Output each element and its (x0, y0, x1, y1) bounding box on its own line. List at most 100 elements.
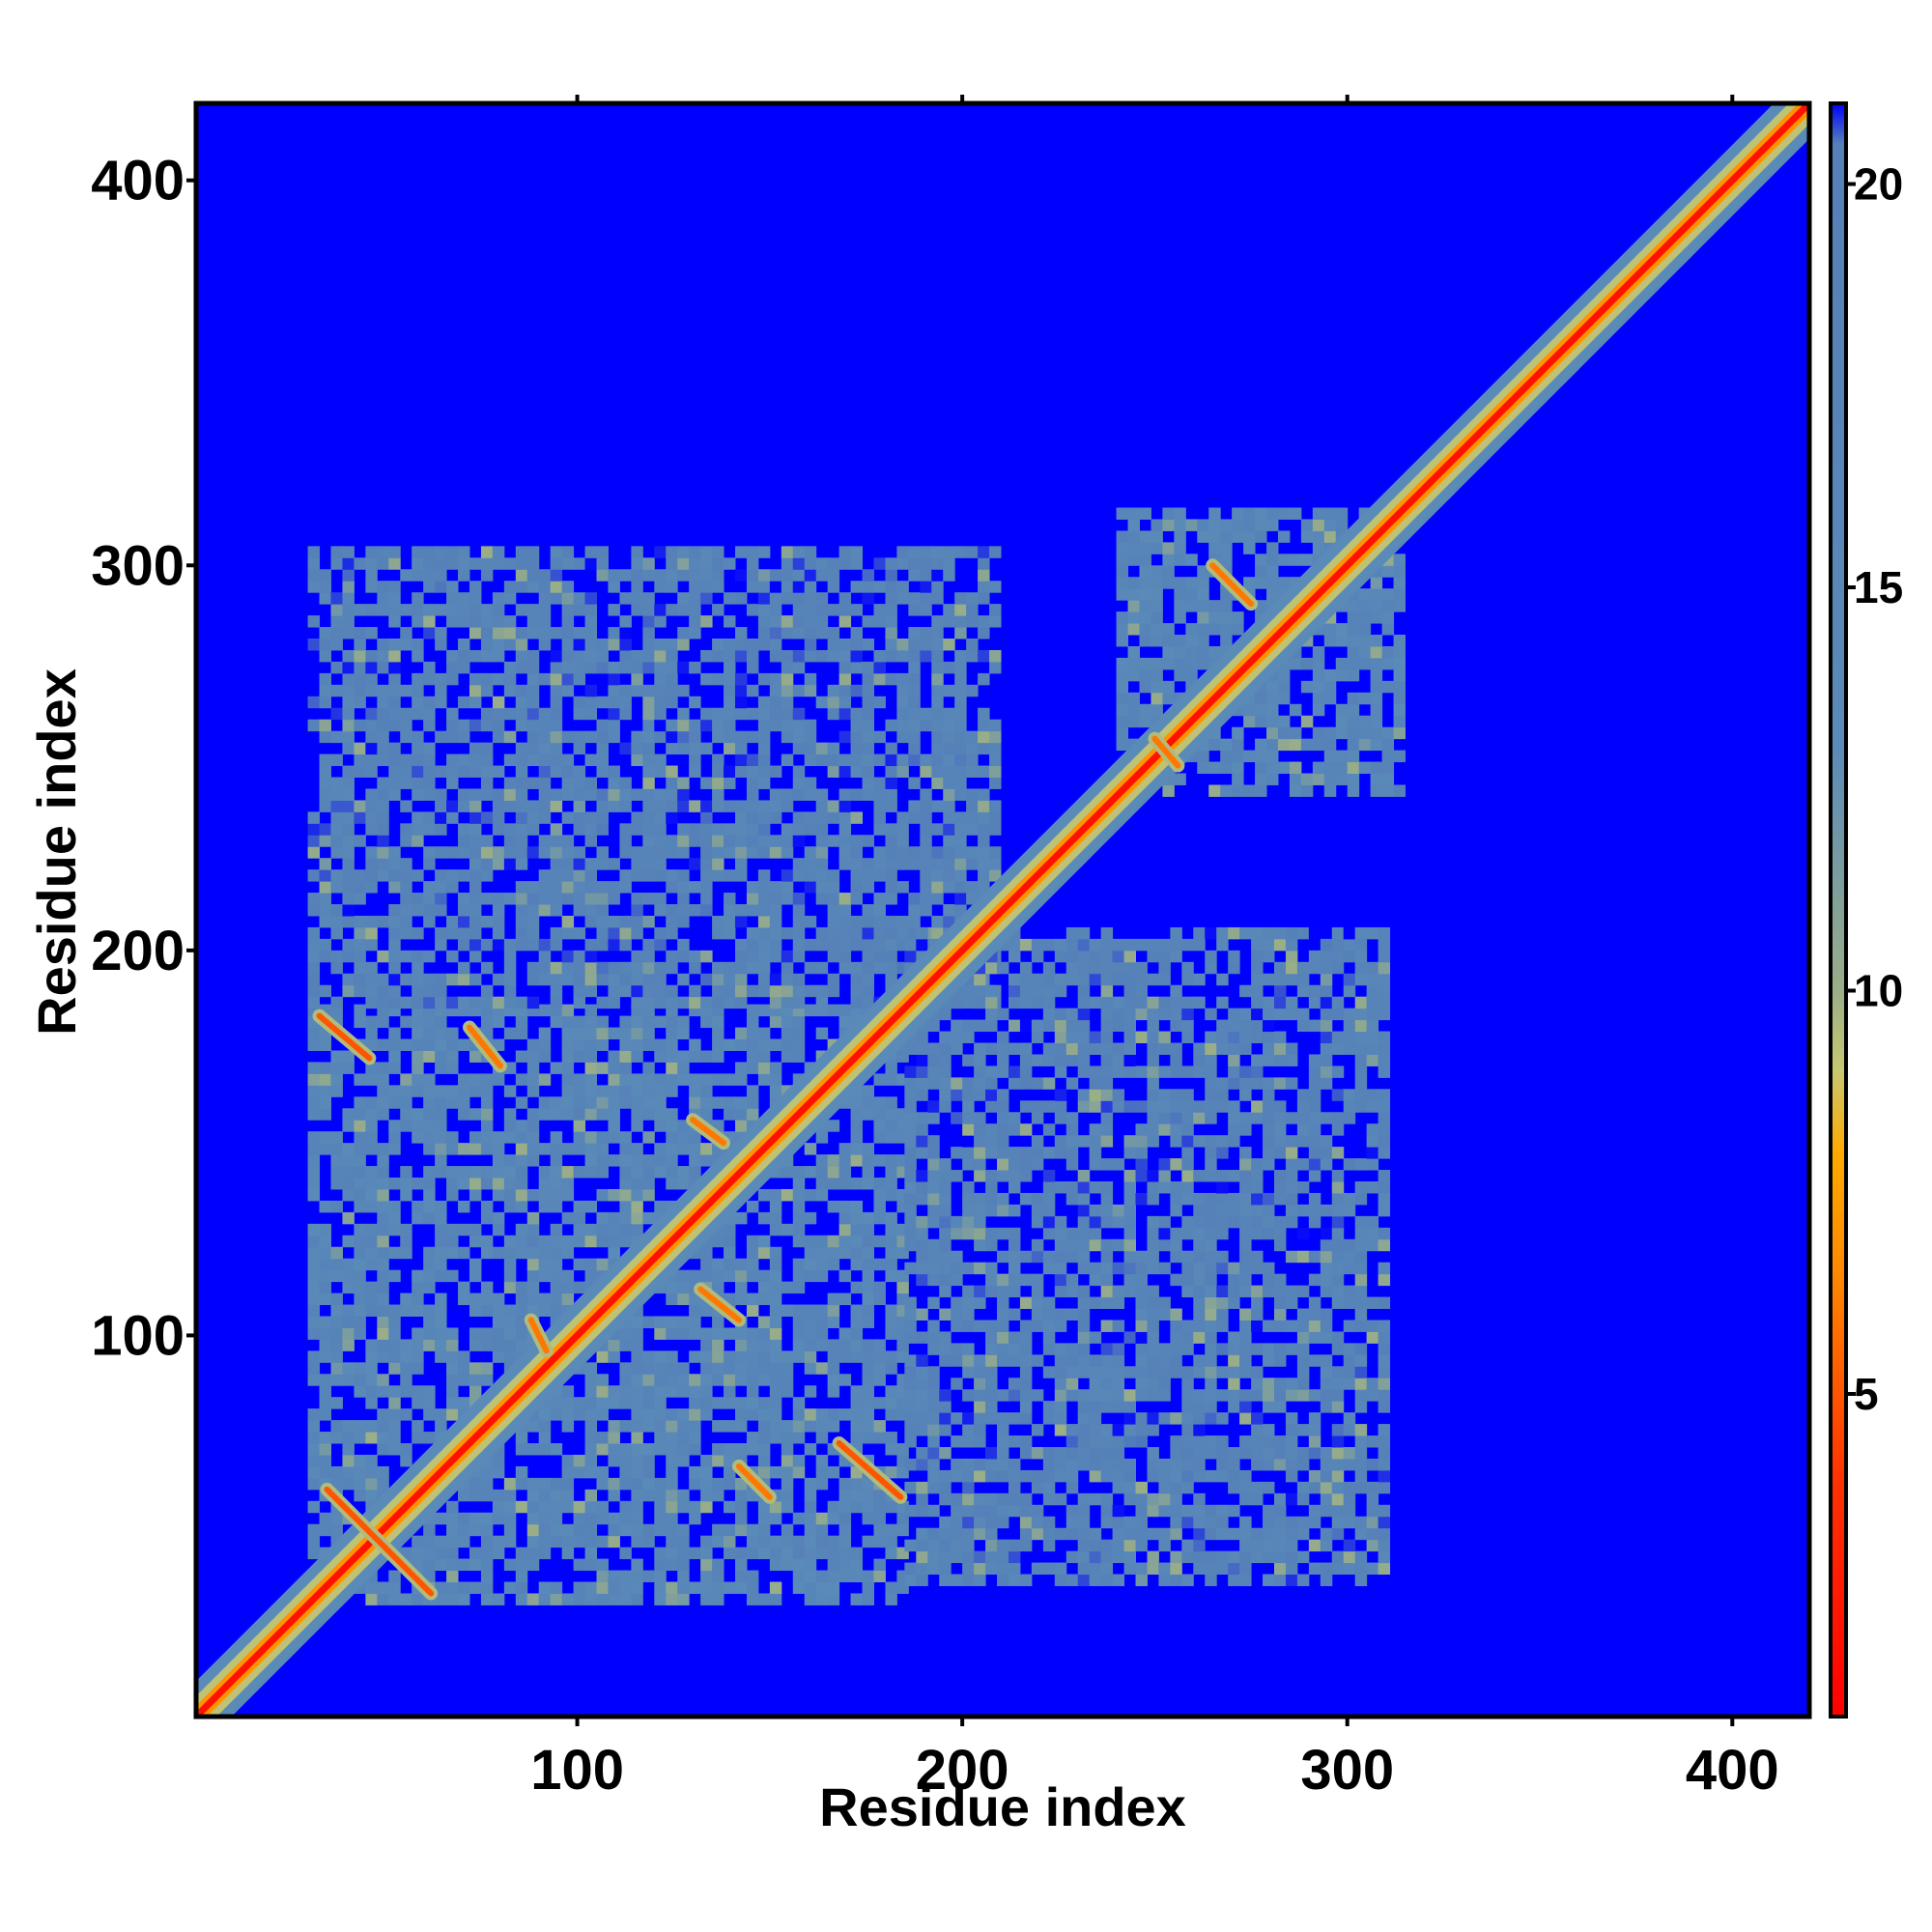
heatmap-cell (951, 996, 963, 1009)
heatmap-cell (885, 1178, 897, 1190)
heatmap-cell (538, 1523, 552, 1537)
heatmap-cell (954, 604, 967, 616)
heatmap-cell (354, 649, 366, 663)
heatmap-cell (862, 1304, 874, 1317)
heatmap-cell (596, 546, 609, 558)
heatmap-cell (400, 996, 412, 1009)
heatmap-cell (561, 1269, 575, 1283)
heatmap-cell (503, 1131, 517, 1144)
heatmap-cell (435, 1143, 447, 1155)
heatmap-cell (997, 1550, 1009, 1564)
heatmap-cell (550, 1443, 563, 1456)
heatmap-cell (838, 1547, 852, 1560)
heatmap-cell (377, 1339, 389, 1351)
heatmap-cell (480, 639, 494, 651)
heatmap-cell (1116, 635, 1129, 647)
heatmap-cell (1054, 1308, 1067, 1321)
heatmap-cell (815, 1477, 829, 1491)
heatmap-cell (538, 1246, 552, 1260)
heatmap-cell (746, 1246, 759, 1260)
heatmap-cell (354, 604, 366, 616)
heatmap-cell (873, 1500, 886, 1514)
heatmap-cell (1135, 1389, 1148, 1402)
heatmap-cell (412, 1593, 424, 1605)
heatmap-cell (1112, 1320, 1125, 1332)
heatmap-cell (631, 973, 643, 986)
heatmap-cell (573, 1108, 586, 1121)
heatmap-cell (1054, 1527, 1067, 1541)
heatmap-cell (412, 604, 424, 616)
heatmap-cell (584, 835, 598, 847)
heatmap-cell (377, 1211, 389, 1225)
heatmap-cell (538, 950, 552, 963)
heatmap-cell (927, 1077, 940, 1090)
heatmap-cell (538, 1432, 552, 1444)
heatmap-cell (689, 1420, 701, 1433)
heatmap-cell (1008, 1262, 1021, 1275)
heatmap-cell (354, 672, 366, 686)
heatmap-cell (939, 1273, 952, 1287)
heatmap-cell (354, 557, 366, 570)
heatmap-cell (1197, 588, 1209, 601)
heatmap-cell (377, 846, 389, 859)
heatmap-cell (1031, 1285, 1044, 1298)
heatmap-cell (423, 1547, 436, 1560)
heatmap-cell (885, 719, 897, 732)
heatmap-cell (896, 672, 909, 686)
heatmap-cell (412, 904, 424, 917)
heatmap-cell (978, 858, 990, 870)
heatmap-cell (908, 753, 921, 767)
heatmap-cell (896, 915, 909, 928)
heatmap-cell (781, 546, 794, 558)
heatmap-cell (997, 1192, 1009, 1206)
heatmap-cell (666, 604, 678, 616)
heatmap-cell (1054, 1389, 1067, 1402)
heatmap-cell (1054, 1343, 1067, 1355)
heatmap-cell (503, 639, 517, 651)
heatmap-cell (827, 569, 840, 582)
heatmap-cell (538, 730, 552, 744)
heatmap-cell (573, 1143, 586, 1155)
heatmap-cell (1197, 761, 1209, 775)
heatmap-cell (916, 1366, 928, 1378)
heatmap-cell (943, 604, 955, 616)
heatmap-cell (400, 753, 412, 767)
heatmap-cell (700, 1269, 713, 1283)
heatmap-cell (480, 719, 494, 732)
heatmap-cell (781, 1374, 794, 1386)
heatmap-cell (804, 1500, 817, 1514)
heatmap-cell (596, 742, 609, 755)
heatmap-cell (677, 1281, 690, 1294)
heatmap-cell (435, 1269, 447, 1283)
heatmap-cell (458, 973, 470, 986)
heatmap-cell (666, 984, 678, 998)
heatmap-cell (792, 592, 806, 605)
heatmap-cell (319, 684, 331, 697)
heatmap-cell (1054, 1031, 1067, 1044)
heatmap-cell (734, 938, 748, 952)
heatmap-cell (700, 996, 713, 1009)
heatmap-cell (423, 1200, 436, 1213)
heatmap-cell (939, 1192, 952, 1206)
heatmap-cell (654, 788, 667, 801)
heatmap-cell (365, 1432, 378, 1444)
heatmap-cell (388, 707, 401, 721)
heatmap-cell (1100, 996, 1114, 1009)
heatmap-cell (1112, 1158, 1125, 1171)
heatmap-cell (584, 1004, 598, 1017)
heatmap-cell (492, 1465, 505, 1479)
heatmap-cell (654, 1593, 667, 1605)
heatmap-cell (412, 1073, 424, 1086)
heatmap-cell (342, 984, 355, 998)
heatmap-cell (642, 1362, 655, 1375)
heatmap-cell (458, 615, 470, 628)
heatmap-cell (757, 777, 771, 789)
heatmap-cell (931, 777, 944, 789)
heatmap-cell (724, 1073, 736, 1086)
heatmap-cell (319, 1397, 331, 1409)
heatmap-cell (469, 1178, 482, 1190)
heatmap-cell (997, 1424, 1009, 1436)
heatmap-cell (804, 1477, 817, 1491)
heatmap-cell (838, 800, 852, 812)
heatmap-cell (365, 649, 378, 663)
